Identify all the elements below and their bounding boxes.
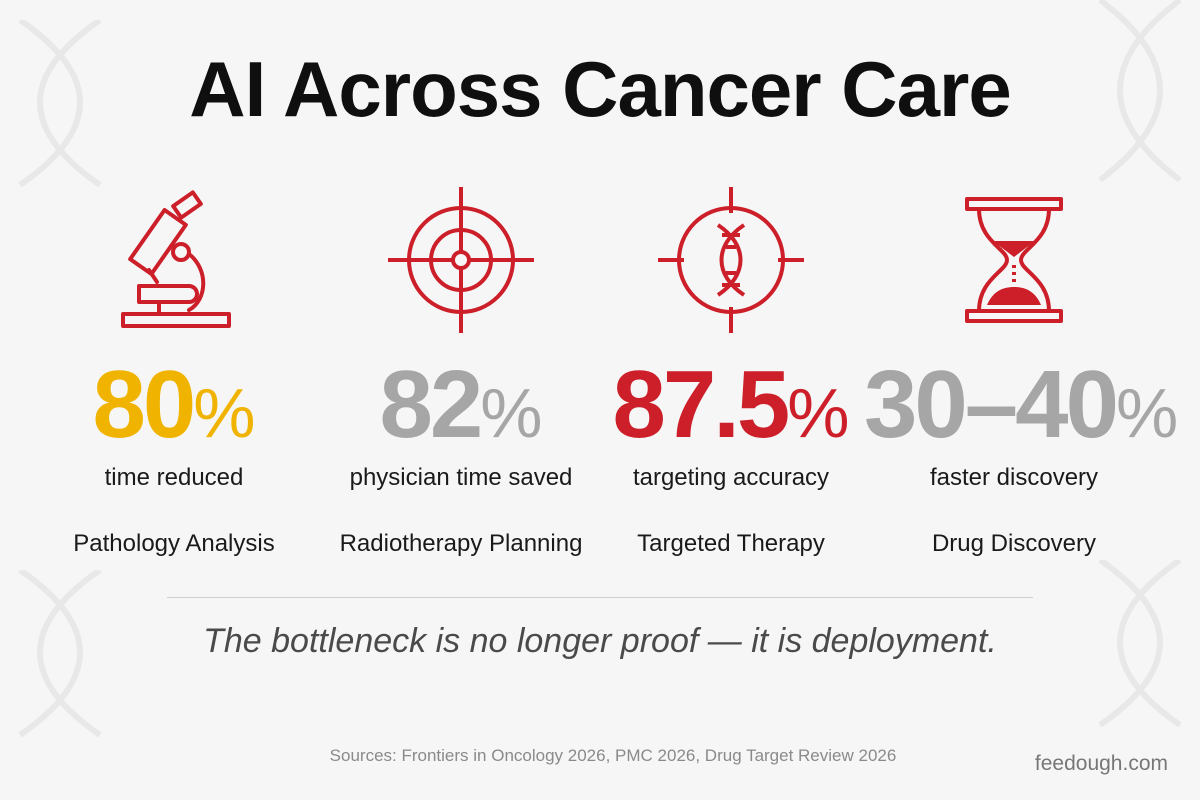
metric-targeted-therapy: 87.5% targeting accuracy Targeted Therap…	[581, 185, 881, 559]
background-dna-decoration	[1098, 560, 1182, 728]
metric-drug-discovery: 30–40% faster discovery Drug Discovery	[864, 185, 1179, 559]
metric-value: 82%	[379, 351, 543, 458]
metric-pathology: 80% time reduced Pathology Analysis	[24, 185, 324, 559]
metric-label: physician time saved	[349, 464, 573, 491]
metric-label: time reduced	[104, 464, 244, 491]
divider	[167, 597, 1033, 598]
metric-value: 87.5%	[612, 351, 850, 458]
sources-note: Sources: Frontiers in Oncology 2026, PMC…	[329, 746, 897, 765]
dna-target-icon	[658, 187, 804, 333]
metric-radiotherapy: 82% physician time saved Radiotherapy Pl…	[311, 185, 611, 559]
metric-label: faster discovery	[929, 464, 1099, 491]
metric-label: targeting accuracy	[632, 464, 830, 491]
microscope-icon	[121, 190, 231, 328]
background-dna-decoration	[1098, 0, 1182, 183]
page-title: AI Across Cancer Care	[189, 45, 1012, 133]
metric-category: Targeted Therapy	[637, 530, 825, 557]
metric-value: 30–40%	[864, 351, 1179, 458]
metric-category: Radiotherapy Planning	[339, 530, 583, 557]
metric-category: Pathology Analysis	[73, 530, 275, 557]
background-dna-decoration	[18, 20, 102, 188]
tagline: The bottleneck is no longer proof — it i…	[203, 622, 997, 660]
background-dna-decoration	[18, 570, 102, 738]
crosshair-target-icon	[388, 187, 534, 333]
hourglass-icon	[965, 197, 1063, 323]
metric-value: 80%	[92, 351, 256, 458]
metric-category: Drug Discovery	[931, 530, 1097, 557]
brand-link[interactable]: feedough.com	[1034, 752, 1168, 775]
